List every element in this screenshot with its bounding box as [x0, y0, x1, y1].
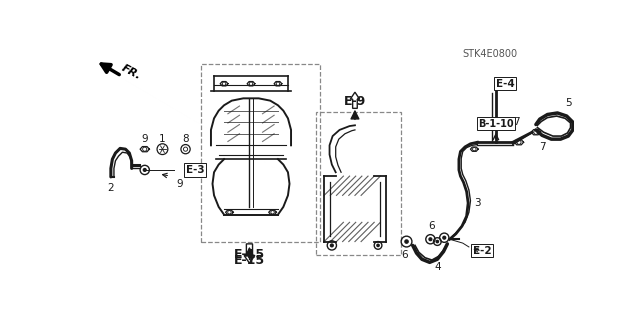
Circle shape	[143, 168, 146, 171]
Text: 6: 6	[402, 250, 408, 260]
Text: FR.: FR.	[120, 63, 143, 81]
Text: 9: 9	[141, 134, 148, 144]
Circle shape	[377, 244, 380, 247]
Text: 8: 8	[182, 134, 189, 144]
FancyArrow shape	[244, 244, 255, 263]
Bar	[201, 64, 320, 241]
FancyArrow shape	[350, 92, 360, 108]
Text: 3: 3	[474, 198, 481, 208]
Text: 6: 6	[428, 221, 435, 231]
Text: 7: 7	[513, 117, 520, 127]
Circle shape	[436, 241, 438, 243]
Text: E-9: E-9	[344, 95, 366, 108]
Circle shape	[405, 240, 408, 243]
Circle shape	[330, 244, 333, 247]
Text: 1: 1	[159, 134, 166, 144]
Text: 9: 9	[176, 179, 182, 189]
Text: B-1-10: B-1-10	[478, 119, 514, 129]
Text: E-15: E-15	[234, 254, 265, 267]
Text: E-4: E-4	[496, 79, 515, 89]
Bar	[316, 112, 401, 255]
Text: E-3: E-3	[186, 165, 204, 175]
Circle shape	[429, 238, 432, 241]
Text: E-2: E-2	[473, 246, 492, 256]
Text: 4: 4	[434, 262, 441, 272]
Text: 7: 7	[539, 142, 545, 152]
Text: STK4E0800: STK4E0800	[462, 49, 517, 59]
Text: 2: 2	[108, 183, 114, 193]
Text: E-15: E-15	[234, 248, 265, 261]
Circle shape	[443, 236, 445, 239]
Text: 5: 5	[565, 98, 572, 108]
